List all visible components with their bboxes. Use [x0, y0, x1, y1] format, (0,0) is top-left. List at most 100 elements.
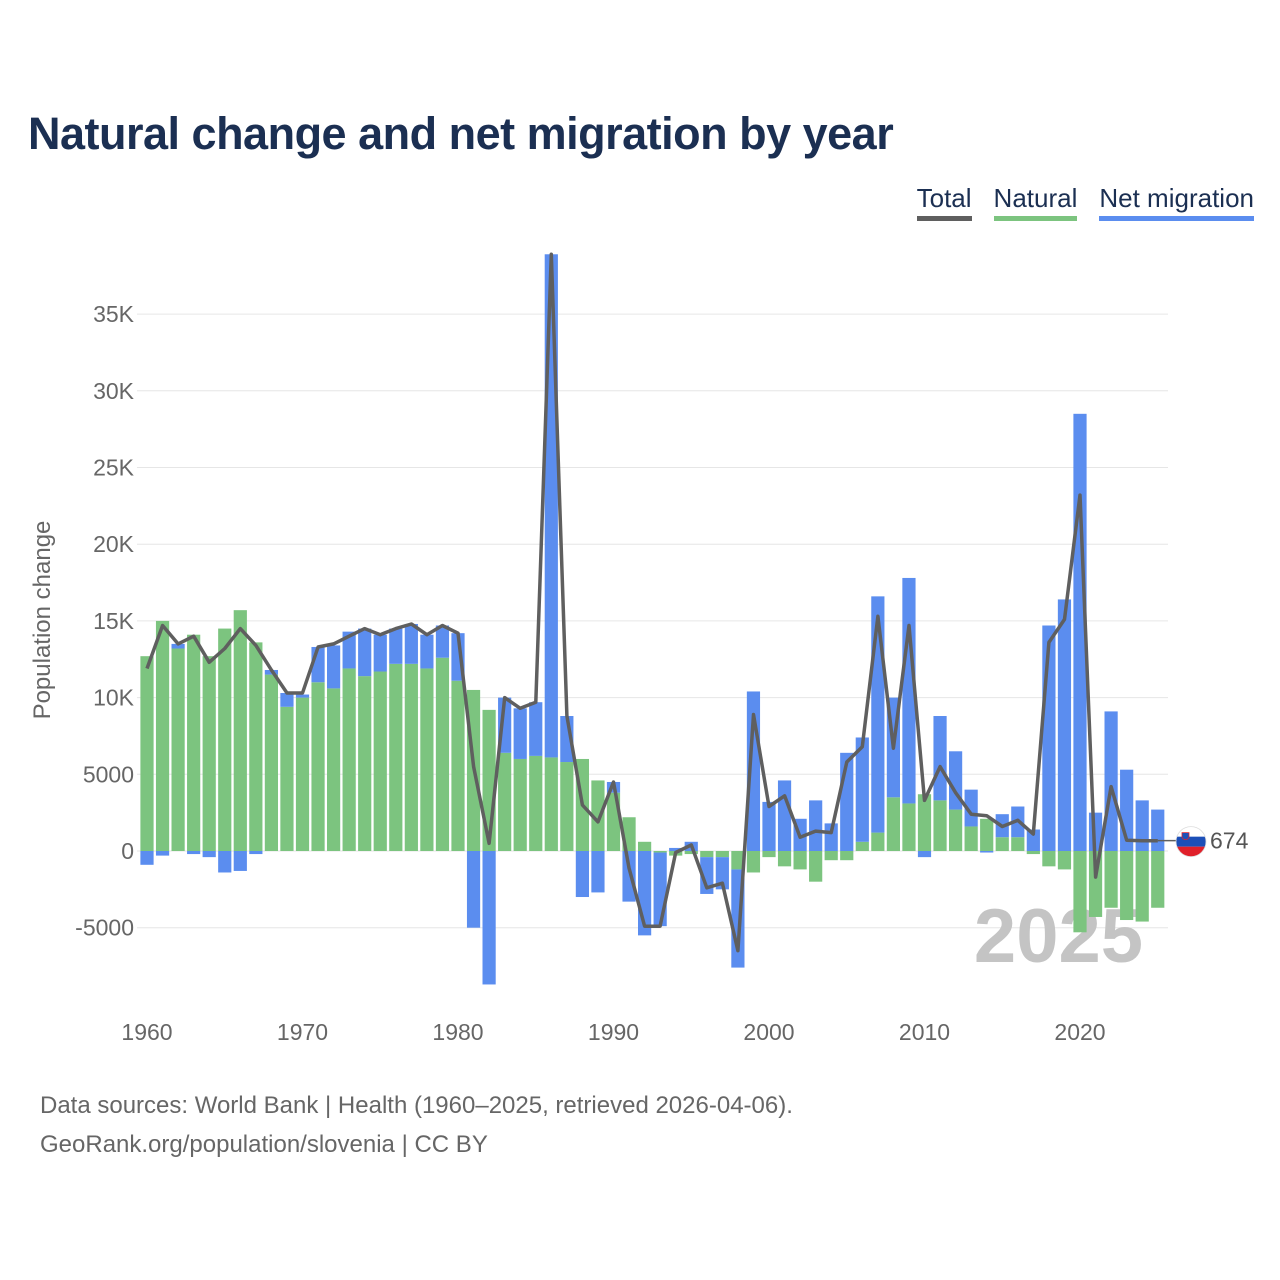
year-watermark: 2025 — [974, 894, 1143, 979]
bar-net-migration — [1104, 711, 1118, 851]
bar-net-migration — [902, 577, 916, 804]
bar-natural — [544, 757, 558, 851]
bar-natural — [249, 642, 263, 851]
bar-natural — [420, 668, 434, 851]
bar-natural — [793, 851, 807, 870]
bar-net-migration — [917, 851, 932, 858]
bar-natural — [1151, 851, 1165, 908]
bar-net-migration — [435, 625, 450, 658]
bar-net-migration — [218, 851, 232, 873]
bar-natural — [731, 851, 745, 870]
legend-natural[interactable]: Natural — [993, 183, 1078, 221]
bar-natural — [187, 634, 201, 851]
legend-net-migration[interactable]: Net migration — [1099, 183, 1254, 221]
bar-natural — [1011, 837, 1025, 851]
y-axis-title: Population change — [29, 521, 56, 720]
bar-net-migration — [809, 800, 823, 851]
bar-natural — [389, 663, 403, 851]
bar-natural — [653, 851, 667, 853]
source-link[interactable]: GeoRank.org/population/slovenia | CC BY — [40, 1131, 488, 1158]
bar-net-migration — [529, 702, 543, 756]
bar-net-migration — [466, 851, 481, 928]
bar-net-migration — [1026, 829, 1040, 851]
bar-natural — [964, 826, 978, 851]
bar-net-migration — [140, 851, 154, 865]
y-tick-label: 20K — [93, 531, 135, 557]
bar-net-migration — [249, 851, 263, 855]
bar-natural — [809, 851, 823, 882]
legend-total[interactable]: Total — [916, 183, 972, 221]
bar-natural — [140, 656, 154, 851]
bar-natural — [513, 758, 527, 851]
bar-natural — [1120, 851, 1134, 921]
bar-natural — [327, 688, 341, 851]
bar-net-migration — [404, 623, 418, 664]
x-tick-label: 1960 — [121, 1019, 172, 1045]
bar-net-migration — [715, 857, 729, 890]
bar-natural — [591, 780, 605, 851]
bar-net-migration — [824, 823, 838, 851]
bar-net-migration — [544, 254, 558, 758]
bar-natural — [1135, 851, 1149, 922]
bar-natural — [995, 837, 1009, 851]
bar-natural — [777, 851, 792, 867]
bar-natural — [404, 663, 418, 851]
footer: Data sources: World Bank | Health (1960–… — [40, 1086, 793, 1164]
bar-natural — [264, 674, 278, 851]
bar-net-migration — [762, 801, 776, 851]
x-tick-label: 2020 — [1054, 1019, 1105, 1045]
bar-net-migration — [373, 634, 387, 672]
bar-net-migration — [669, 847, 683, 851]
bar-net-migration — [855, 737, 869, 842]
bar-net-migration — [513, 708, 527, 759]
bar-natural — [840, 851, 854, 861]
bar-natural — [529, 755, 543, 851]
bar-natural — [560, 762, 574, 851]
bar-natural — [498, 752, 512, 851]
y-tick-label: -5000 — [75, 915, 134, 941]
bar-net-migration — [187, 851, 201, 855]
bar-natural — [1042, 851, 1056, 867]
bar-natural — [638, 841, 652, 851]
y-tick-label: 35K — [93, 301, 135, 327]
bar-natural — [1104, 851, 1118, 908]
bar-natural — [358, 676, 372, 851]
bar-natural — [980, 818, 994, 851]
end-marker: 674 — [1157, 826, 1249, 858]
bars — [140, 254, 1165, 985]
bar-natural — [886, 797, 900, 851]
y-tick-label: 5000 — [83, 761, 134, 787]
bar-net-migration — [1151, 809, 1165, 851]
bar-net-migration — [591, 851, 605, 893]
y-tick-label: 25K — [93, 455, 135, 481]
x-tick-label: 2000 — [743, 1019, 794, 1045]
bar-net-migration — [1057, 599, 1072, 851]
bar-natural — [871, 832, 885, 851]
bar-natural — [373, 671, 387, 851]
bar-net-migration — [327, 645, 341, 689]
bar-natural — [311, 682, 325, 851]
bar-natural — [451, 680, 465, 851]
total-line — [145, 252, 1158, 953]
bar-natural — [684, 851, 698, 855]
bar-net-migration — [155, 851, 170, 856]
data-sources: Data sources: World Bank | Health (1960–… — [40, 1092, 793, 1119]
y-tick-label: 15K — [93, 608, 135, 634]
bar-net-migration — [482, 851, 496, 985]
bar-net-migration — [171, 643, 185, 649]
bar-natural — [1073, 851, 1087, 933]
bar-net-migration — [700, 857, 714, 894]
bar-natural — [218, 628, 232, 851]
bar-net-migration — [358, 628, 372, 677]
bar-natural — [233, 610, 247, 851]
bar-natural — [824, 851, 838, 861]
y-axis-ticks: -5000 0 5000 10K 15K 20K 25K 30K 35K — [75, 301, 134, 941]
bar-natural — [155, 620, 170, 851]
bar-net-migration — [233, 851, 247, 871]
legend: Total Natural Net migration — [916, 183, 1254, 221]
bar-net-migration — [871, 596, 885, 833]
bar-net-migration — [295, 694, 310, 698]
bar-net-migration — [980, 851, 994, 853]
bar-net-migration — [280, 692, 294, 707]
x-tick-label: 1970 — [277, 1019, 328, 1045]
